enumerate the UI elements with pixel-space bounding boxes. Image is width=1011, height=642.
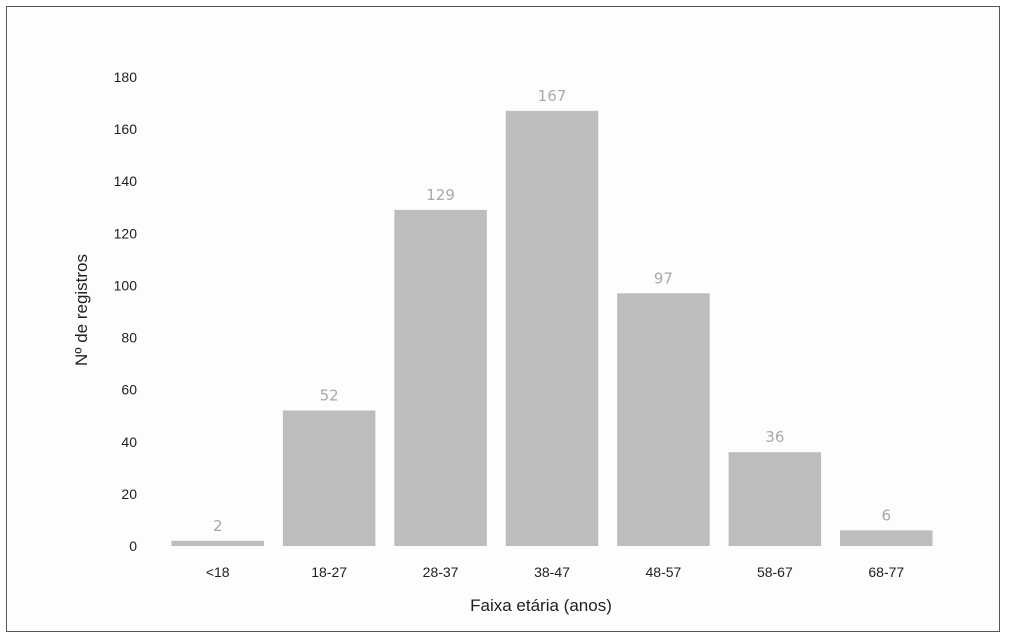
bar xyxy=(617,293,710,546)
x-tick-label: 38-47 xyxy=(534,564,570,580)
y-tick-label: 140 xyxy=(114,173,138,189)
y-tick-label: 120 xyxy=(114,225,138,241)
bar-value-label: 129 xyxy=(426,186,455,204)
y-axis-title: Nº de registros xyxy=(72,254,91,366)
y-tick-label: 20 xyxy=(121,486,137,502)
x-tick-label: 48-57 xyxy=(646,564,682,580)
bar xyxy=(505,110,599,546)
y-tick-label: 0 xyxy=(129,538,137,554)
y-tick-label: 100 xyxy=(114,277,138,293)
y-tick-label: 160 xyxy=(114,121,138,137)
bar-value-label: 6 xyxy=(882,506,892,524)
bars xyxy=(171,110,933,546)
y-tick-label: 180 xyxy=(114,69,138,85)
x-tick-label: 28-37 xyxy=(423,564,459,580)
bar-value-label: 52 xyxy=(320,387,339,405)
y-tick-label: 40 xyxy=(121,434,137,450)
y-axis-ticks: 0 20 40 60 80 100 120 140 160 180 xyxy=(114,69,138,554)
x-axis-title: Faixa etária (anos) xyxy=(470,596,612,615)
y-tick-label: 80 xyxy=(121,330,137,346)
bar-value-label: 97 xyxy=(654,269,673,287)
bar-value-label: 36 xyxy=(765,428,784,446)
x-tick-label: <18 xyxy=(206,564,230,580)
chart-frame xyxy=(6,6,1000,632)
bar xyxy=(282,410,376,546)
bar-value-label: 2 xyxy=(213,517,223,535)
x-tick-label: 18-27 xyxy=(311,564,347,580)
y-tick-label: 60 xyxy=(121,382,137,398)
x-tick-label: 68-77 xyxy=(868,564,904,580)
x-tick-label: 58-67 xyxy=(757,564,793,580)
bar xyxy=(171,540,264,546)
bar-value-label: 167 xyxy=(538,87,567,105)
x-axis-ticks: <18 18-27 28-37 38-47 48-57 58-67 68-77 xyxy=(206,564,905,580)
bar xyxy=(394,209,487,546)
bar xyxy=(840,530,933,546)
bar-data-labels: 2 52 129 167 97 36 6 xyxy=(213,87,891,535)
bar xyxy=(728,452,822,546)
